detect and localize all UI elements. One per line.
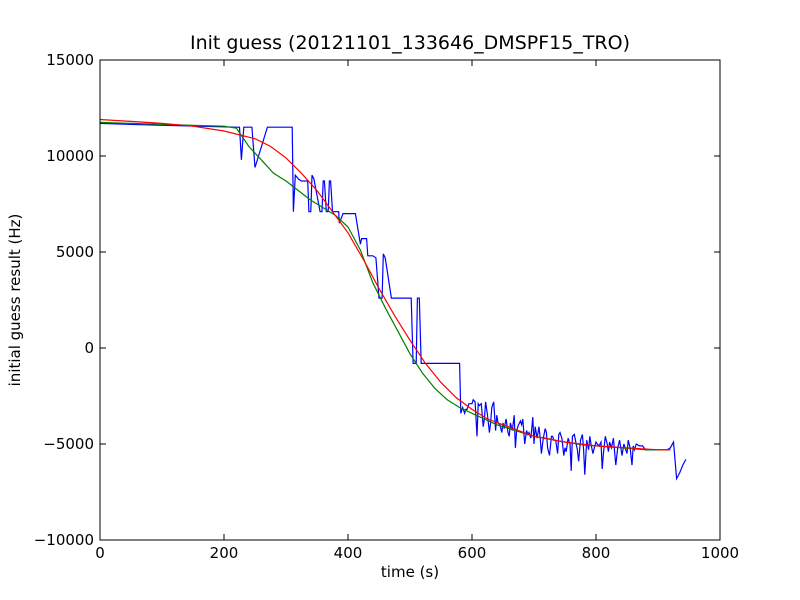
plot-frame bbox=[99, 59, 721, 541]
x-tick-label: 600 bbox=[458, 544, 487, 562]
y-axis-label: initial guess result (Hz) bbox=[6, 214, 24, 387]
y-tick-label: 15000 bbox=[46, 51, 94, 69]
plot-area bbox=[99, 59, 721, 541]
y-tick-label: 10000 bbox=[46, 147, 94, 165]
y-tick-label: 5000 bbox=[56, 243, 94, 261]
y-tick-label: −10000 bbox=[34, 531, 94, 549]
y-tick-label: 0 bbox=[84, 339, 94, 357]
ticks-layer: 0 200 400 600 800 1000 −10000 −5000 0 5000 10000 15… bbox=[34, 51, 739, 562]
x-axis-label: time (s) bbox=[381, 563, 439, 581]
x-tick-label: 400 bbox=[334, 544, 363, 562]
series-line-0 bbox=[100, 122, 687, 481]
series-line-1 bbox=[100, 121, 671, 451]
series-layer bbox=[100, 118, 687, 481]
x-tick-label: 800 bbox=[582, 544, 611, 562]
x-tick-label: 1000 bbox=[701, 544, 739, 562]
chart-title: Init guess (20121101_133646_DMSPF15_TRO) bbox=[190, 32, 630, 54]
y-tick-label: −5000 bbox=[43, 435, 94, 453]
x-tick-label: 200 bbox=[210, 544, 239, 562]
x-tick-label: 0 bbox=[95, 544, 105, 562]
series-line-2 bbox=[100, 118, 671, 451]
